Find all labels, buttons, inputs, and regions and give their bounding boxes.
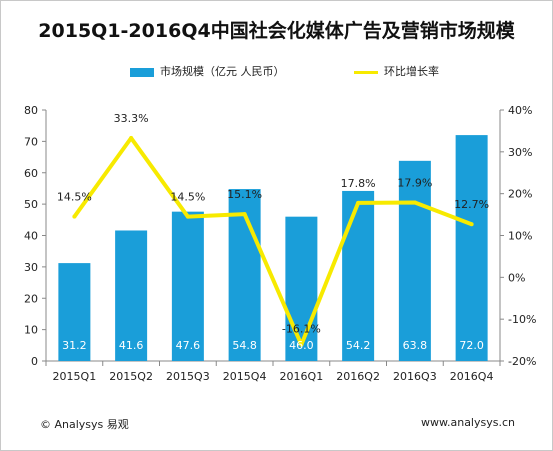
legend-label-line: 环比增长率 xyxy=(384,65,439,78)
bar xyxy=(285,216,318,361)
y-tick-label-right: -10% xyxy=(508,313,536,326)
growth-value-label: 17.8% xyxy=(341,177,376,190)
x-tick-label: 2015Q3 xyxy=(166,370,210,383)
y-tick-label-right: -20% xyxy=(508,355,536,368)
y-tick-label-left: 70 xyxy=(24,135,38,148)
growth-point xyxy=(242,212,247,217)
data-labels: 31.2 41.6 47.6 54.8 46.0 54.2 63.8 72.0 14.5% 33.… xyxy=(57,112,489,352)
y-tick-label-left: 80 xyxy=(24,104,38,117)
y-tick-label-left: 10 xyxy=(24,324,38,337)
y-tick-label-right: 40% xyxy=(508,104,532,117)
x-tick-label: 2016Q2 xyxy=(336,370,380,383)
legend-swatch-bar xyxy=(130,67,154,77)
chart-title: 2015Q1-2016Q4中国社会化媒体广告及营销市场规模 xyxy=(38,20,515,42)
growth-point xyxy=(356,200,361,205)
growth-point xyxy=(412,200,417,205)
y-tick-label-right: 10% xyxy=(508,230,532,243)
bar-value-label: 46.0 xyxy=(289,339,314,352)
axes: 0 10 20 30 40 50 60 70 80 -20% -10% 0% 10% 20% 30% 40% 2… xyxy=(24,104,536,383)
legend-item-bar: 市场规模（亿元 人民币） xyxy=(130,63,285,79)
y-tick-label-right: 0% xyxy=(508,271,525,284)
growth-value-label: 14.5% xyxy=(170,191,205,204)
x-tick-label: 2016Q1 xyxy=(280,370,324,383)
y-tick-label-left: 60 xyxy=(24,167,38,180)
y-tick-label-left: 30 xyxy=(24,261,38,274)
bar xyxy=(342,190,375,361)
bar xyxy=(171,211,204,361)
growth-point xyxy=(185,214,190,219)
x-tick-label: 2015Q1 xyxy=(53,370,97,383)
bar xyxy=(115,230,148,361)
growth-line-layer xyxy=(72,136,474,347)
growth-point xyxy=(469,222,474,227)
bar xyxy=(398,160,431,361)
bar-value-label: 41.6 xyxy=(119,339,144,352)
x-tick-label: 2016Q4 xyxy=(450,370,494,383)
growth-point xyxy=(72,214,77,219)
bar-value-label: 54.2 xyxy=(346,339,371,352)
footer-url: www.analysys.cn xyxy=(421,416,515,429)
y-tick-label-left: 20 xyxy=(24,292,38,305)
growth-point xyxy=(299,342,304,347)
y-tick-label-right: 30% xyxy=(508,146,532,159)
legend-label-bar: 市场规模（亿元 人民币） xyxy=(160,65,285,78)
bar-value-label: 72.0 xyxy=(459,339,484,352)
y-tick-label-left: 0 xyxy=(31,355,38,368)
bars xyxy=(58,135,488,361)
bar-value-label: 31.2 xyxy=(62,339,87,352)
y-tick-label-left: 50 xyxy=(24,198,38,211)
legend-item-line: 环比增长率 xyxy=(354,63,439,79)
bar-value-label: 54.8 xyxy=(232,339,257,352)
growth-value-label: 33.3% xyxy=(114,112,149,125)
bar-value-label: 63.8 xyxy=(403,339,428,352)
growth-value-label: 12.7% xyxy=(454,198,489,211)
growth-value-label: 17.9% xyxy=(397,176,432,189)
growth-value-label: 14.5% xyxy=(57,191,92,204)
bar xyxy=(455,135,488,361)
y-tick-label-right: 20% xyxy=(508,188,532,201)
bar-value-label: 47.6 xyxy=(176,339,201,352)
growth-line xyxy=(72,136,473,347)
x-tick-label: 2015Q4 xyxy=(223,370,267,383)
growth-value-label: 15.1% xyxy=(227,188,262,201)
x-tick-label: 2015Q2 xyxy=(109,370,153,383)
growth-value-label: -16.1% xyxy=(282,323,321,336)
growth-point xyxy=(129,136,134,141)
y-tick-label-left: 40 xyxy=(24,230,38,243)
x-tick-label: 2016Q3 xyxy=(393,370,437,383)
footer-copyright: © Analysys 易观 xyxy=(40,418,129,431)
bar xyxy=(58,263,91,361)
legend-swatch-line xyxy=(354,70,378,74)
